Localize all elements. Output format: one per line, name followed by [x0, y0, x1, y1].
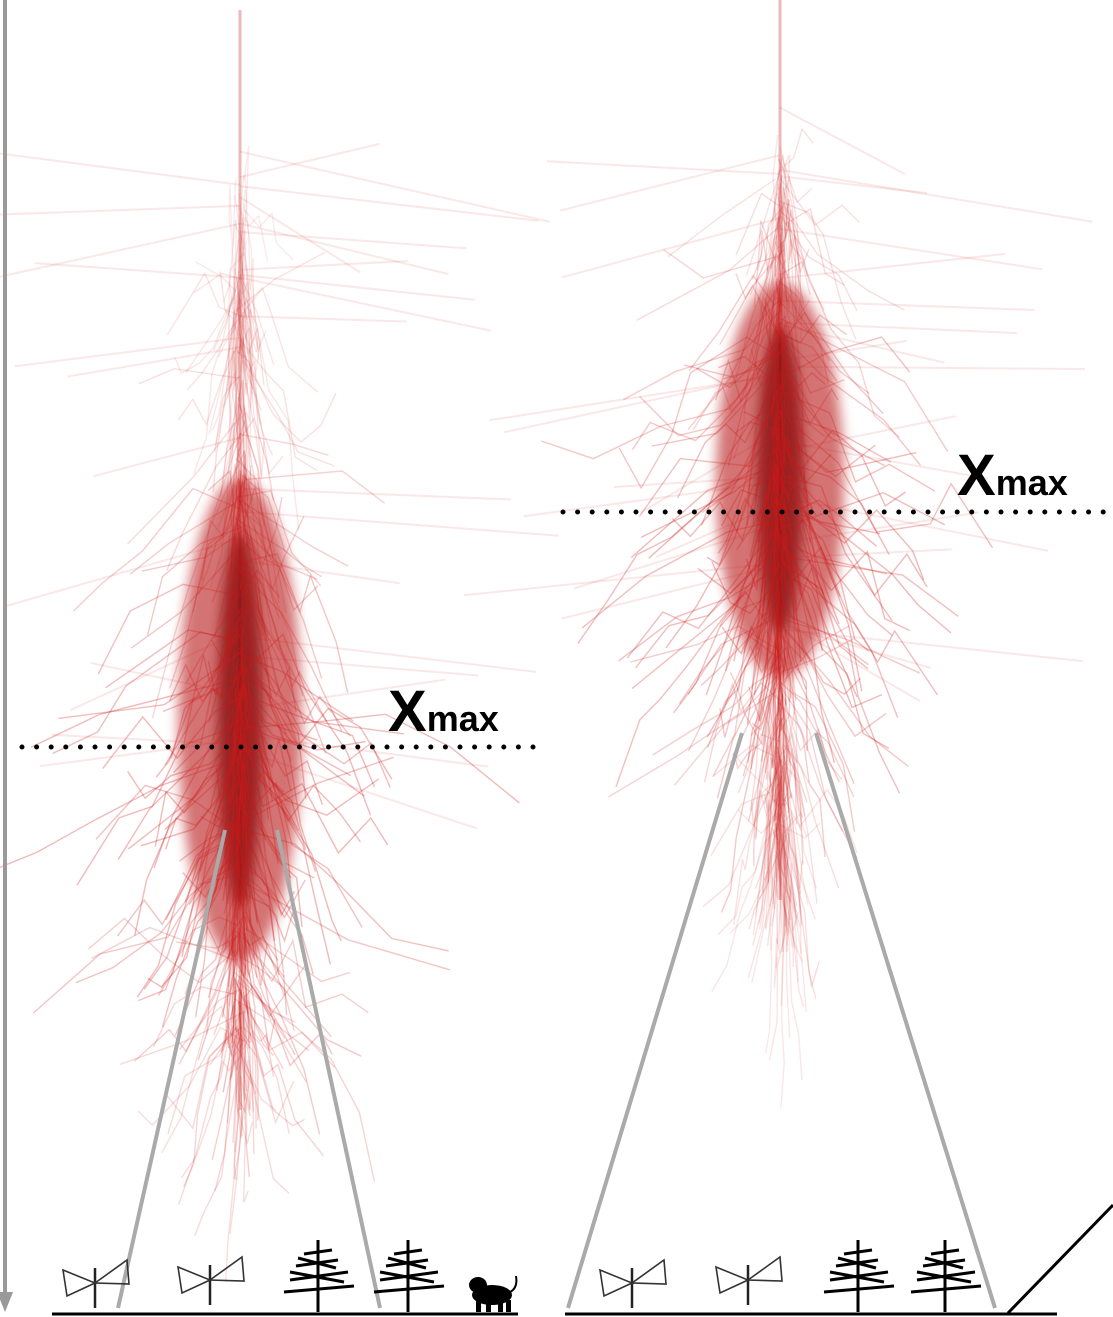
page: Xmax Xmax (() => { const data = JSON.par…: [0, 0, 1113, 1317]
particle-track: [240, 144, 380, 177]
particle-track: [240, 197, 360, 272]
cow: [469, 1276, 516, 1312]
particle-track: [0, 150, 240, 184]
shower: [0, 10, 559, 1282]
particle-track: [780, 176, 927, 193]
antenna: [716, 1257, 782, 1305]
particle-track: [240, 489, 511, 500]
particle-track: [240, 261, 408, 270]
shower: [464, 0, 1093, 1108]
particle-track: [240, 316, 407, 321]
antenna: [178, 1257, 244, 1305]
particle-track: [240, 512, 559, 536]
particle-track: [240, 275, 475, 300]
xmax-label: Xmax: [388, 679, 499, 744]
particle-track: [238, 434, 328, 455]
particle-track: [240, 186, 538, 221]
particle-track: [93, 438, 240, 477]
tree: [824, 1240, 894, 1312]
particle-track: [240, 152, 550, 222]
particle-track: [68, 347, 240, 376]
particle-track: [780, 170, 1092, 222]
tree: [911, 1240, 981, 1312]
slope: [1008, 1205, 1113, 1313]
particle-track: [562, 218, 780, 277]
antenna: [600, 1260, 666, 1308]
tree: [284, 1240, 354, 1312]
particle-track: [240, 224, 448, 275]
diagram: Xmax Xmax: [0, 0, 1113, 1317]
xmax-label: Xmax: [957, 443, 1068, 508]
particle-track: [240, 232, 466, 248]
particle-track: [0, 224, 240, 288]
particle-track: [0, 206, 240, 216]
particle-track: [240, 278, 491, 331]
tree: [374, 1240, 444, 1312]
arrow-head: [0, 1292, 13, 1312]
particle-track: [246, 471, 385, 503]
particle-track: [780, 301, 1034, 310]
